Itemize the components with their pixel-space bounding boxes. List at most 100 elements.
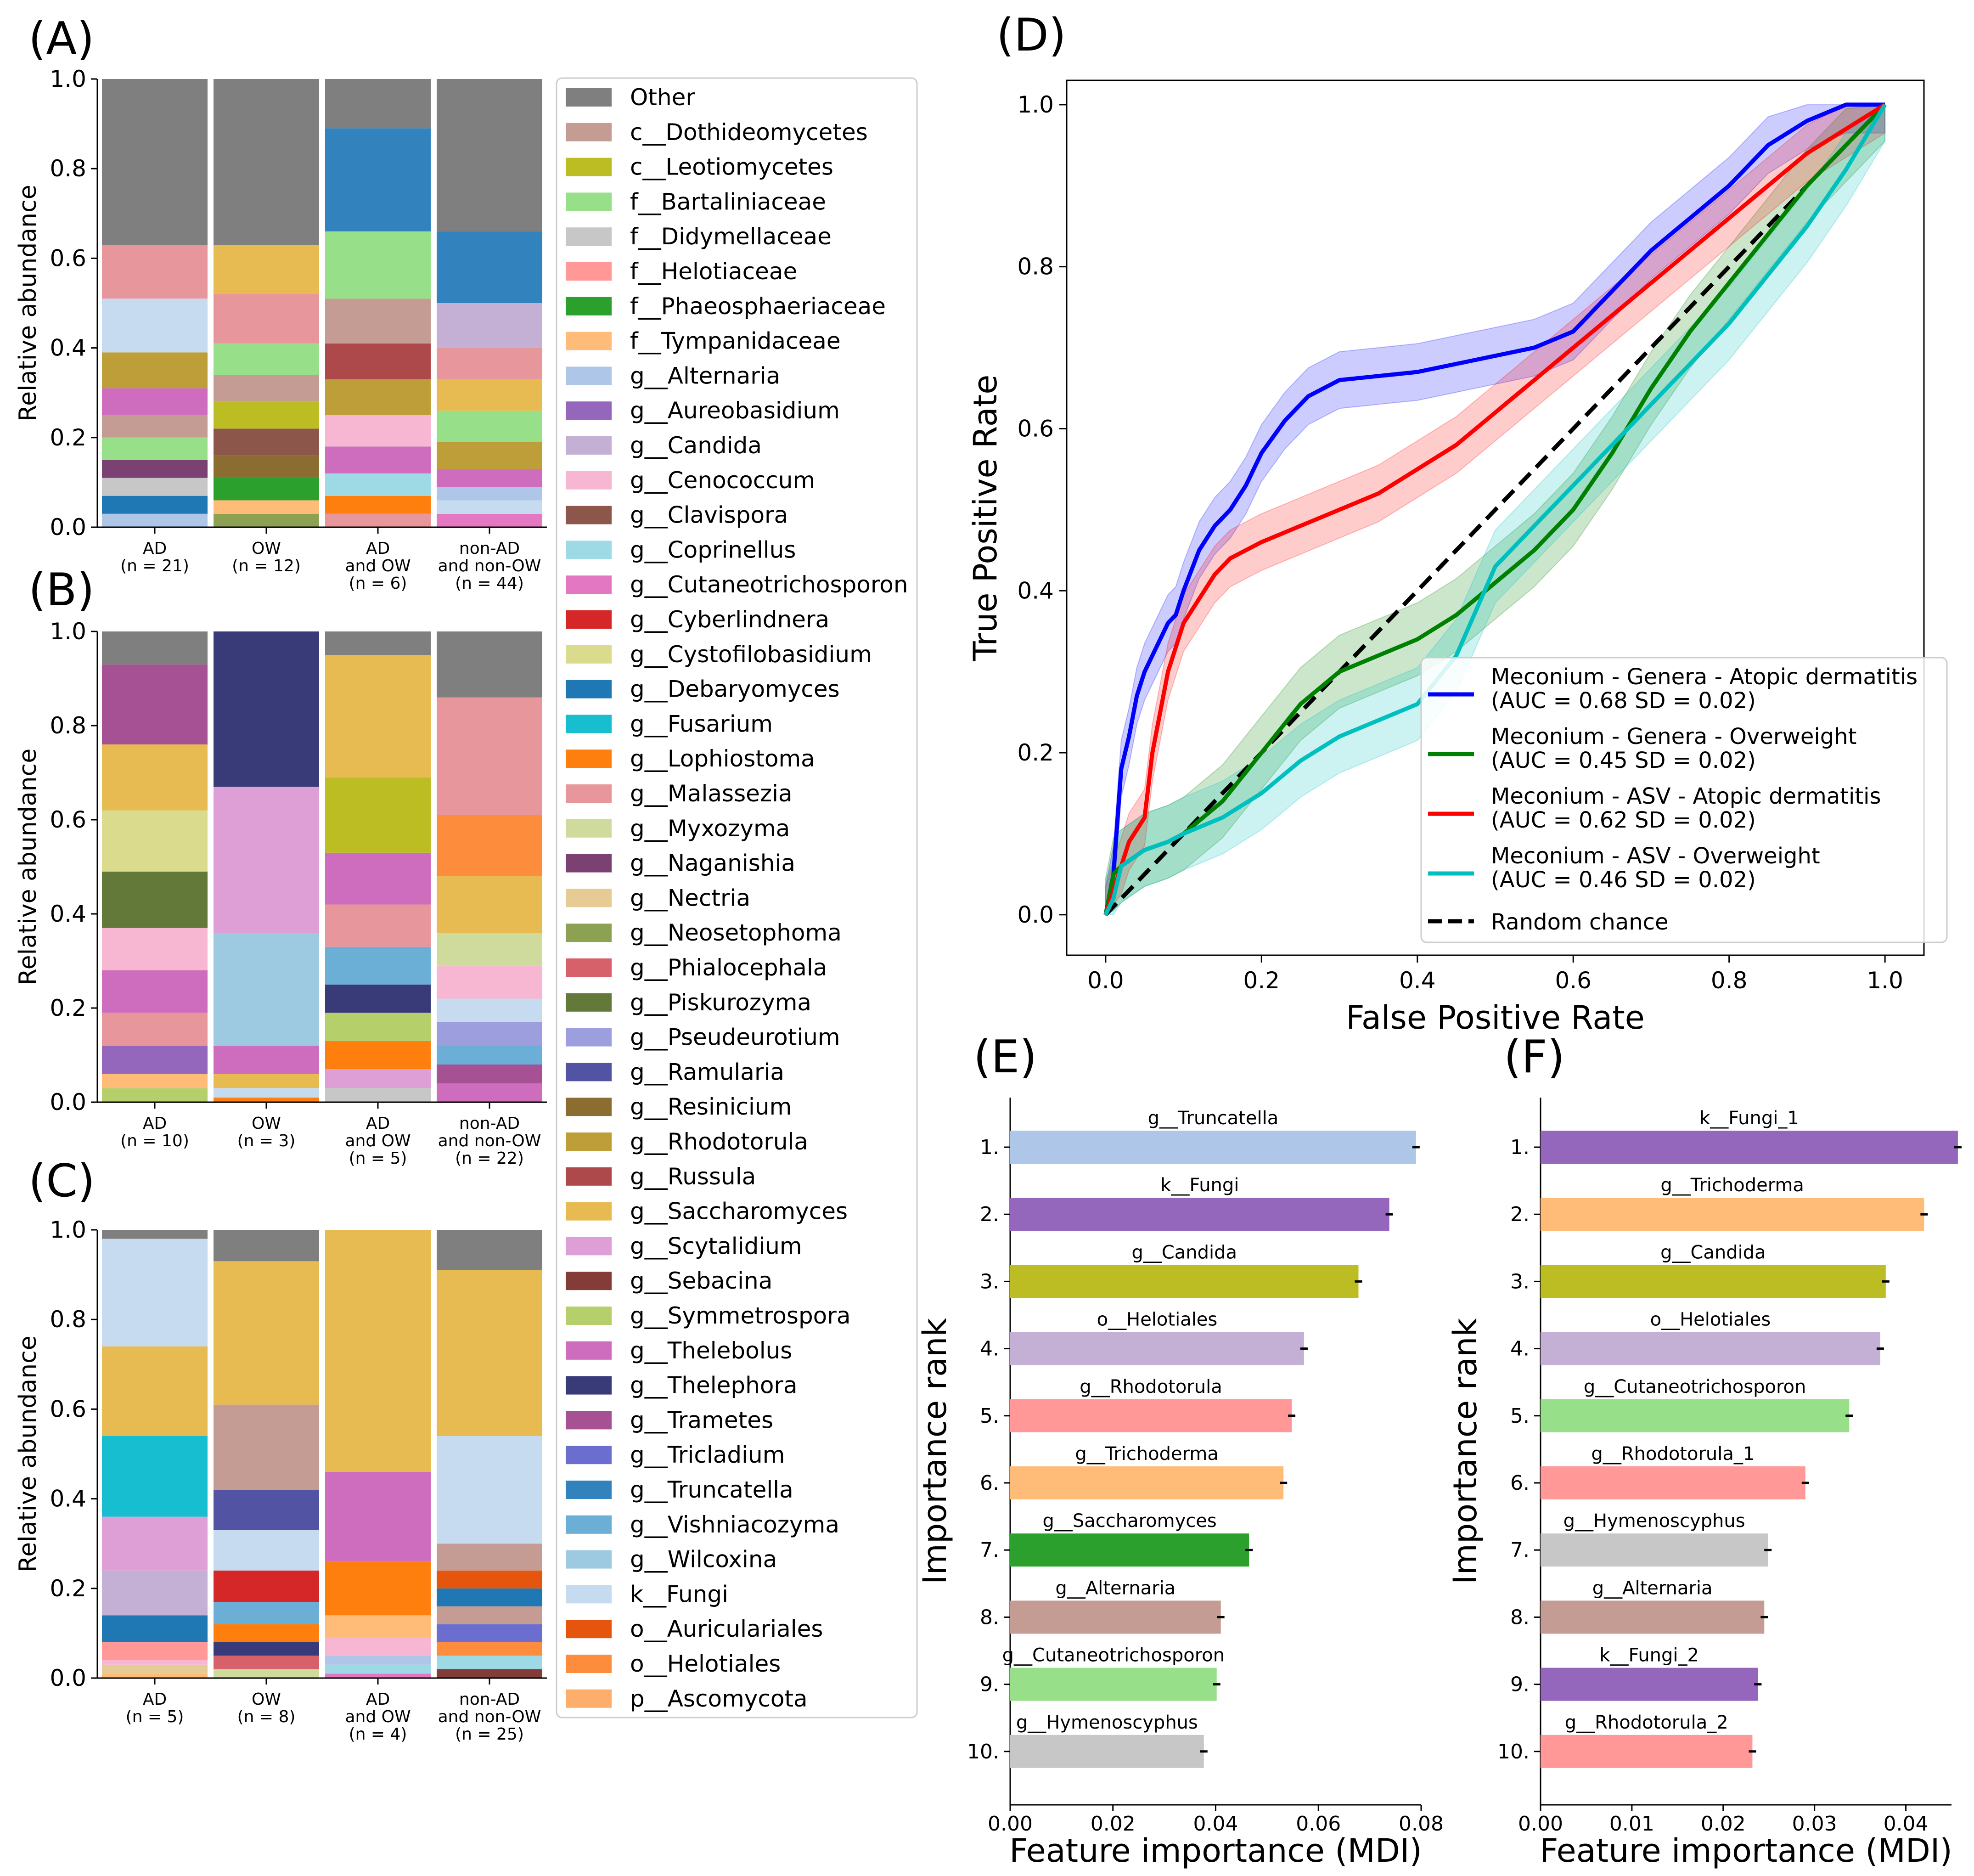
category-label: (n = 21) — [120, 557, 189, 575]
bar-segment — [437, 1022, 542, 1046]
legend-swatch — [566, 1098, 612, 1116]
bar-segment — [102, 970, 208, 1013]
legend-swatch — [566, 958, 612, 977]
legend-swatch — [566, 819, 612, 838]
legend-label: g__Scytalidium — [630, 1233, 802, 1259]
importance-bar — [1541, 1332, 1880, 1365]
taxa-legend: Other c__Dothideomycetes c__Leotiomycetesf… — [556, 77, 918, 1718]
category-label: non-AD — [459, 539, 520, 558]
x-tick-label: 0.00 — [1518, 1812, 1563, 1836]
legend-swatch — [566, 1376, 612, 1395]
category-label: (n = 4) — [349, 1725, 407, 1744]
x-tick-label: 0.01 — [1609, 1812, 1654, 1836]
bar-segment — [325, 1013, 431, 1041]
y-axis-label: Relative abundance — [14, 185, 42, 421]
feature-name: k__Fungi — [1160, 1175, 1239, 1196]
bar-segment — [214, 1490, 319, 1530]
legend-swatch — [566, 471, 612, 490]
legend-label: c__Leotiomycetes — [630, 154, 833, 180]
rank-label: 8. — [980, 1606, 999, 1629]
y-tick-label: 0.6 — [1017, 415, 1054, 442]
bar-segment — [325, 777, 431, 853]
legend-swatch — [566, 1167, 612, 1186]
legend-swatch — [566, 1481, 612, 1499]
legend-swatch — [566, 1132, 612, 1151]
y-tick-label: 0.6 — [50, 1396, 86, 1422]
legend-swatch — [566, 749, 612, 768]
x-tick-label: 0.2 — [1243, 967, 1280, 994]
category-label: and non-OW — [438, 1707, 541, 1726]
x-tick-label: 0.8 — [1711, 967, 1748, 994]
x-axis-label: False Positive Rate — [1346, 999, 1645, 1037]
rank-label: 2. — [1510, 1203, 1530, 1226]
bar-segment — [214, 294, 319, 344]
roc-legend-frame — [1420, 657, 1948, 943]
bar-segment — [102, 1088, 208, 1102]
legend-swatch — [566, 158, 612, 176]
bar-segment — [214, 1570, 319, 1602]
bar-segment — [102, 1570, 208, 1616]
category-label: (n = 6) — [349, 574, 407, 593]
bar-segment — [325, 984, 431, 1013]
panel-d-roc-chart: 0.0 0.2 0.4 0.6 0.8 1.0 0.0 0.2 0.4 0.6 0.8 1.0 Fals… — [967, 79, 1948, 1037]
legend-swatch — [566, 784, 612, 803]
rank-label: 1. — [1510, 1136, 1530, 1159]
legend-label: k__Fungi — [630, 1581, 728, 1607]
bar-segment — [102, 744, 208, 811]
legend-label: Other — [630, 84, 695, 111]
bar-segment — [437, 876, 542, 933]
bar-segment — [102, 496, 208, 514]
feature-name: k__Fungi_1 — [1699, 1108, 1799, 1129]
feature-name: g__Truncatella — [1148, 1108, 1279, 1129]
rank-label: 9. — [980, 1673, 999, 1696]
bar-segment — [437, 1642, 542, 1656]
legend-label: g__Thelephora — [630, 1372, 798, 1399]
feature-name: g__Rhodotorula — [1080, 1376, 1222, 1397]
bar-segment — [325, 379, 431, 415]
bar-segment — [325, 415, 431, 447]
legend-label: g__Truncatella — [630, 1476, 793, 1503]
rank-label: 6. — [1510, 1471, 1530, 1495]
x-tick-label: 0.04 — [1884, 1812, 1929, 1836]
bar-segment — [214, 401, 319, 429]
y-axis-label: Importance rank — [1446, 1318, 1484, 1584]
legend-label: g__Wilcoxina — [630, 1546, 777, 1573]
y-tick-label: 1.0 — [50, 66, 86, 92]
roc-confidence-band — [1105, 104, 1886, 917]
y-tick-label: 0.2 — [1017, 739, 1054, 766]
bar-segment — [437, 697, 542, 815]
bar-segment — [214, 1261, 319, 1405]
bar-segment — [325, 946, 431, 985]
bar-segment — [437, 965, 542, 999]
legend-swatch — [566, 1028, 612, 1047]
bar-segment — [102, 664, 208, 744]
category-label: (n = 5) — [126, 1707, 184, 1726]
legend-label: g__Cyberlindnera — [630, 606, 829, 633]
legend-label: g__Candida — [630, 432, 762, 459]
category-label: (n = 8) — [237, 1707, 296, 1726]
legend-swatch — [566, 262, 612, 281]
legend-swatch — [566, 1411, 612, 1430]
bar-segment — [214, 500, 319, 514]
legend-swatch — [566, 541, 612, 559]
importance-bar — [1541, 1131, 1958, 1164]
bar-segment — [102, 437, 208, 460]
legend-label: g__Tricladium — [630, 1442, 785, 1468]
panel-letter-b: (B) — [28, 564, 95, 616]
bar-segment — [437, 79, 542, 231]
y-tick-label: 0.6 — [50, 806, 86, 833]
bar-segment — [325, 1069, 431, 1088]
y-axis-label: Relative abundance — [14, 749, 42, 985]
feature-name: g__Trichoderma — [1660, 1175, 1804, 1196]
legend-swatch — [566, 123, 612, 141]
x-tick-label: 0.06 — [1296, 1812, 1341, 1836]
legend-swatch — [566, 575, 612, 594]
bar-segment — [437, 442, 542, 469]
bar-segment — [325, 446, 431, 473]
importance-bar — [1541, 1668, 1758, 1701]
bar-segment — [102, 299, 208, 353]
bar-segment — [325, 1230, 431, 1472]
legend-swatch — [566, 993, 612, 1012]
feature-name: k__Fungi_2 — [1599, 1645, 1699, 1666]
